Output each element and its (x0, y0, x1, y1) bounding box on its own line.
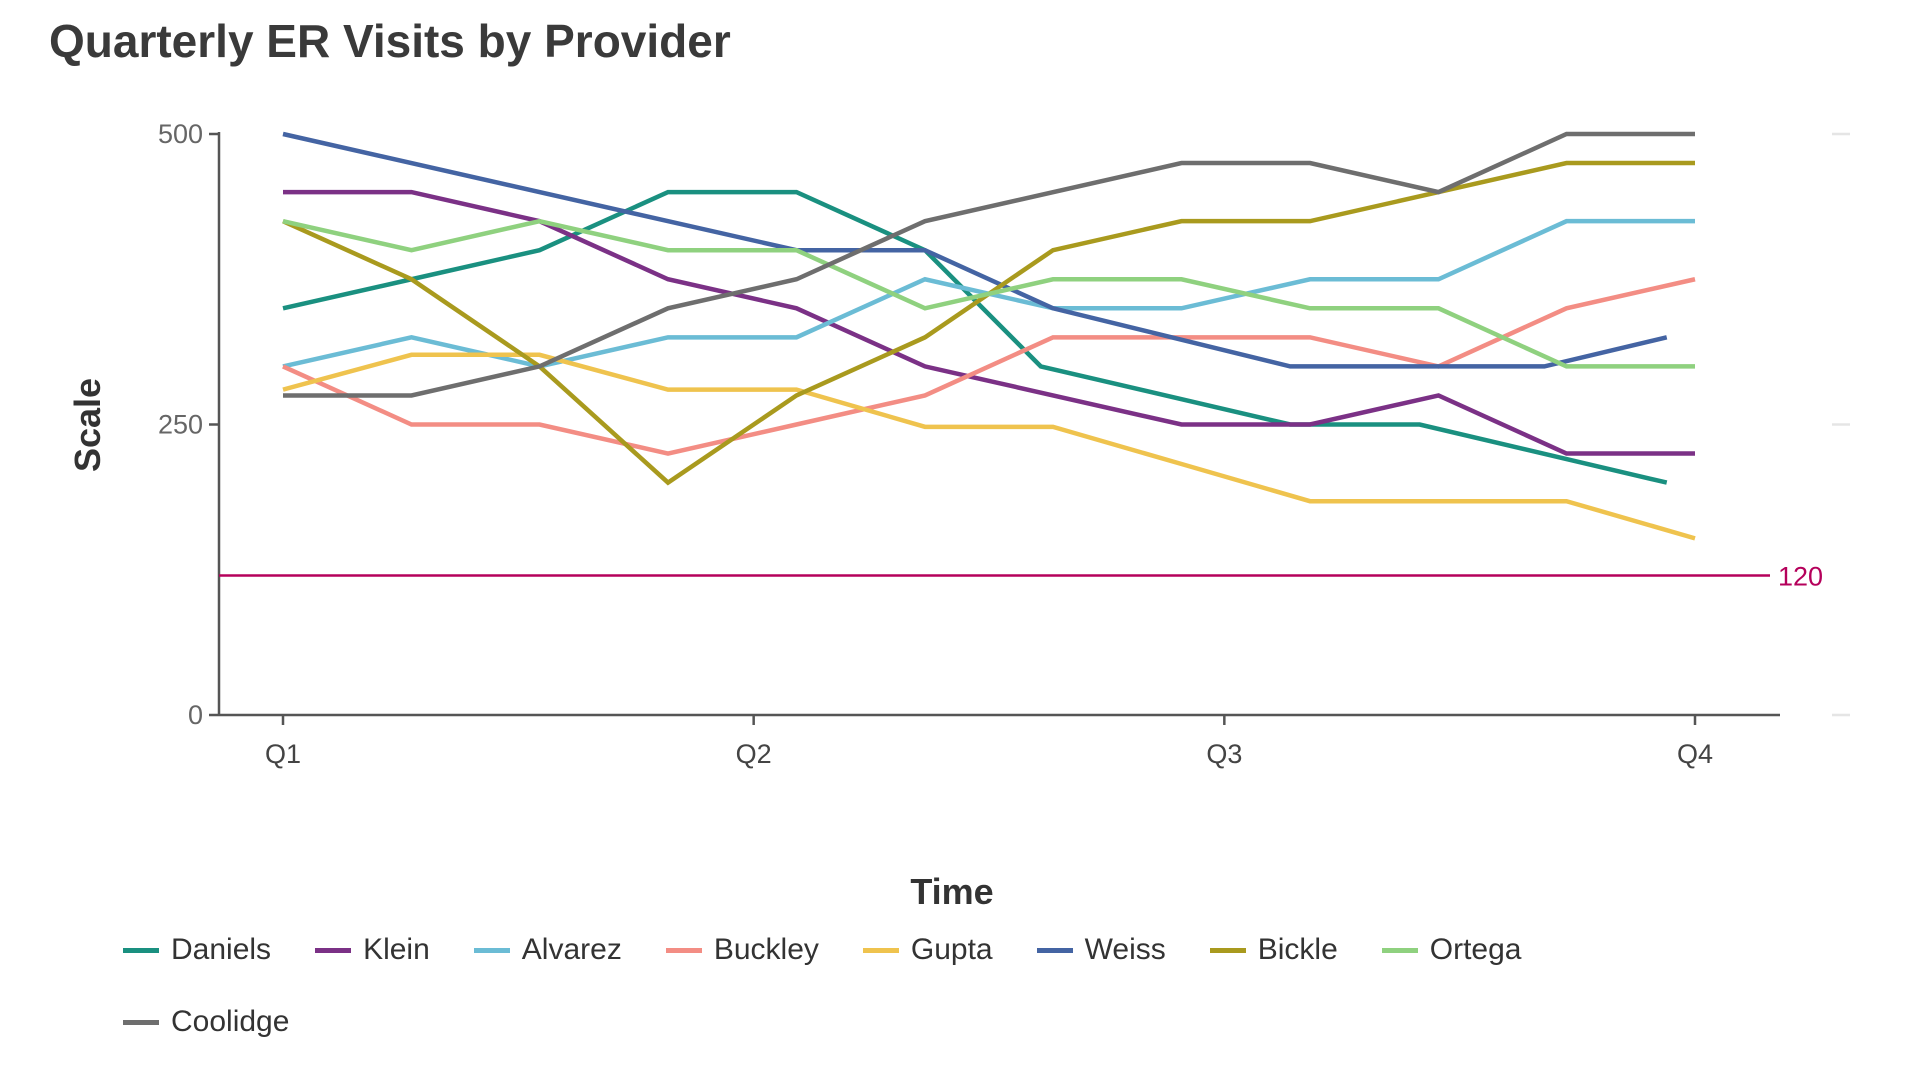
legend-item[interactable]: Weiss (1036, 928, 1166, 972)
series-line-gupta (282, 352, 1696, 541)
legend-item[interactable]: Buckley (665, 928, 819, 972)
x-tick-label: Q3 (1206, 739, 1242, 769)
y-axis-label: Scale (67, 377, 108, 473)
chart-title: Quarterly ER Visits by Provider (49, 15, 731, 67)
legend-swatch (473, 947, 510, 953)
x-axis-label: Time (910, 871, 994, 912)
legend-item[interactable]: Ortega (1381, 928, 1522, 972)
series-line-daniels (282, 189, 1668, 485)
x-tick-label: Q4 (1677, 739, 1713, 769)
legend-label: Ortega (1429, 933, 1522, 966)
legend-swatch (1036, 947, 1073, 953)
y-tick-label: 0 (188, 700, 203, 730)
legend: Daniels Klein Alvarez Buckley Gupta Weiss Bick… (123, 928, 1723, 1044)
legend-item[interactable]: Bickle (1209, 928, 1338, 972)
y-tick-label: 250 (158, 410, 203, 440)
legend-swatch (123, 1019, 159, 1025)
legend-item[interactable]: Gupta (862, 928, 993, 972)
x-tick-label: Q2 (736, 739, 772, 769)
legend-swatch (123, 947, 159, 953)
series-line-buckley (282, 277, 1696, 456)
legend-swatch (1381, 947, 1418, 953)
series-line-ortega (282, 218, 1695, 369)
legend-swatch (665, 947, 702, 953)
legend-swatch (1209, 947, 1246, 953)
y-tick-label: 500 (158, 119, 203, 149)
legend-item[interactable]: Daniels (123, 928, 271, 972)
legend-label: Klein (363, 933, 430, 966)
x-tick-label: Q1 (265, 739, 301, 769)
series-line-klein (283, 189, 1695, 456)
legend-item[interactable]: Coolidge (123, 1000, 289, 1044)
reference-line-label: 120 (1778, 562, 1823, 592)
legend-label: Weiss (1084, 933, 1166, 966)
legend-swatch (315, 947, 352, 953)
legend-item[interactable]: Klein (315, 928, 430, 972)
legend-label: Buckley (713, 933, 819, 966)
legend-label: Bickle (1257, 933, 1338, 966)
legend-label: Alvarez (521, 933, 622, 966)
legend-label: Coolidge (171, 1005, 290, 1038)
legend-label: Gupta (910, 933, 993, 966)
legend-item[interactable]: Alvarez (473, 928, 622, 972)
series-line-coolidge (283, 131, 1695, 398)
legend-swatch (862, 947, 899, 953)
legend-label: Daniels (171, 933, 272, 966)
